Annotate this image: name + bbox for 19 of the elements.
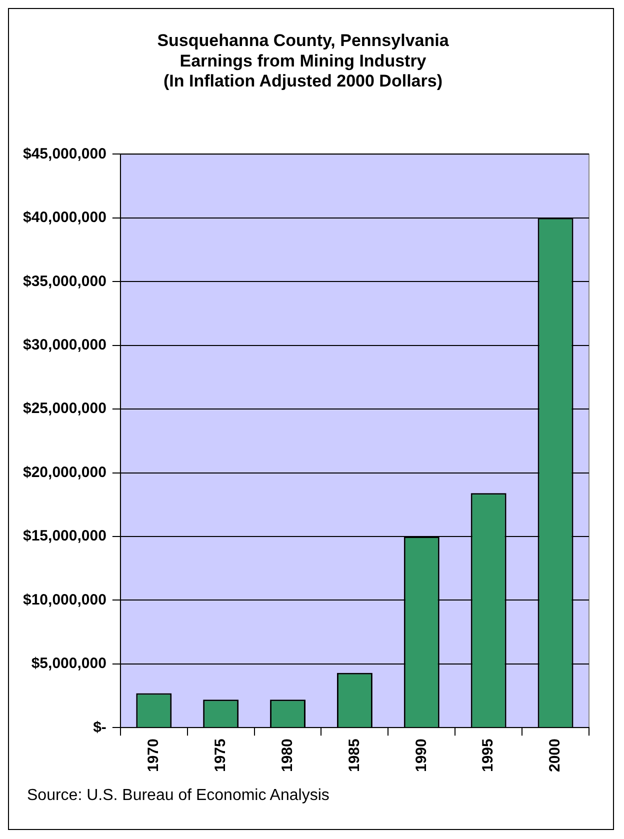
y-tick-label: $5,000,000: [31, 655, 106, 672]
source-note: Source: U.S. Bureau of Economic Analysis: [27, 787, 330, 805]
y-tick-label: $20,000,000: [22, 464, 106, 481]
y-tick-label: $45,000,000: [22, 145, 106, 162]
x-tick-label: 1985: [346, 738, 363, 772]
y-tick-label: $10,000,000: [22, 591, 106, 608]
chart-title: Susquehanna County, Pennsylvania Earnings from Mining Industry (In Inflation Adjusted 2000 Dollars): [157, 30, 450, 91]
x-tick-label: 1980: [278, 738, 296, 772]
y-tick-label: $35,000,000: [22, 272, 106, 290]
y-tick-label: $15,000,000: [22, 528, 106, 545]
y-tick-label: $-: [93, 718, 106, 736]
x-tick-label: 2000: [546, 738, 564, 772]
y-tick-label: $30,000,000: [22, 336, 106, 354]
x-tick-label: 1995: [480, 738, 497, 772]
x-tick-label: 1975: [212, 738, 229, 772]
x-tick-label: 1970: [145, 738, 162, 772]
y-tick-label: $40,000,000: [22, 209, 106, 226]
y-tick-label: $25,000,000: [22, 400, 106, 418]
x-tick-label: 1990: [412, 738, 430, 772]
